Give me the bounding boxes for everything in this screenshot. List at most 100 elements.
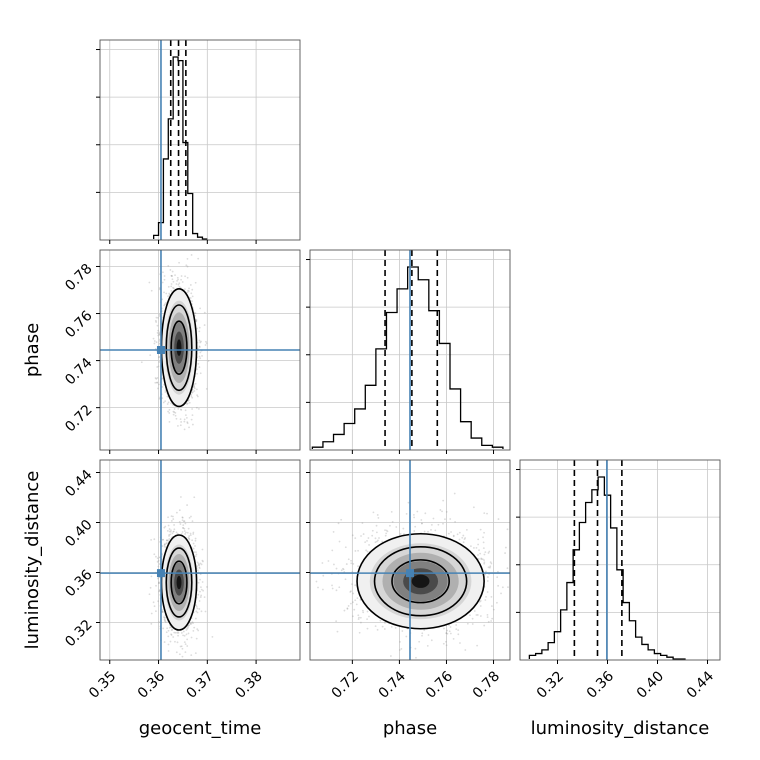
truth-marker	[156, 569, 165, 578]
scatter-point	[185, 531, 187, 534]
scatter-point	[161, 538, 164, 541]
scatter-point	[190, 393, 193, 396]
scatter-point	[187, 290, 190, 293]
scatter-point	[337, 522, 340, 525]
scatter-point	[181, 516, 184, 519]
scatter-point	[486, 591, 489, 593]
scatter-point	[178, 285, 181, 288]
scatter-point	[195, 605, 198, 608]
contour-1	[165, 547, 193, 618]
x-axis-label-luminosity_distance: luminosity_distance	[531, 718, 710, 739]
scatter-point	[487, 552, 490, 554]
scatter-point	[190, 254, 193, 256]
scatter-point	[157, 365, 160, 368]
scatter-point	[201, 559, 204, 562]
scatter-point	[195, 551, 197, 554]
scatter-point	[156, 381, 159, 384]
panel-frame	[99, 39, 301, 241]
scatter-point	[183, 418, 186, 421]
scatter-point	[157, 577, 159, 580]
scatter-point	[194, 545, 196, 547]
panel-plot-area	[310, 460, 510, 660]
scatter-point	[185, 416, 188, 419]
scatter-point	[462, 534, 465, 537]
panel-geocent_time-vs-phase: 0.720.740.760.78	[62, 249, 301, 454]
scatter-point	[488, 550, 491, 553]
scatter-point	[507, 586, 509, 589]
scatter-point	[172, 287, 175, 290]
scatter-point	[191, 423, 194, 426]
scatter-point	[407, 501, 410, 504]
scatter-point	[317, 586, 319, 589]
scatter-point	[177, 407, 180, 410]
scatter-point	[189, 297, 192, 299]
scatter-point	[163, 618, 166, 621]
scatter-point	[331, 549, 334, 552]
scatter-point	[187, 536, 190, 539]
scatter-point	[401, 630, 404, 632]
scatter-point	[179, 523, 182, 525]
scatter-point	[187, 624, 190, 627]
scatter-point	[184, 533, 187, 535]
scatter-point	[439, 509, 442, 511]
scatter-point	[158, 333, 161, 336]
scatter-point	[423, 629, 426, 631]
panel-phase	[306, 249, 511, 454]
scatter-point	[153, 342, 156, 345]
scatter-point	[415, 656, 417, 659]
scatter-point	[198, 564, 201, 566]
scatter-point	[200, 588, 203, 591]
contour-1	[165, 304, 193, 392]
scatter-point	[204, 340, 207, 343]
scatter-point	[157, 334, 160, 337]
scatter-point	[486, 616, 489, 619]
scatter-point	[166, 627, 169, 630]
panel-plot-area	[100, 250, 300, 450]
scatter-point	[442, 499, 445, 502]
scatter-point	[198, 567, 201, 570]
scatter-point	[166, 542, 168, 545]
scatter-point	[381, 540, 384, 543]
scatter-point	[191, 621, 194, 624]
scatter-point	[322, 588, 324, 591]
scatter-point	[352, 592, 355, 595]
scatter-point	[180, 278, 182, 281]
scatter-point	[191, 396, 194, 399]
scatter-point	[349, 602, 352, 605]
scatter-point	[421, 522, 423, 525]
scatter-point	[158, 361, 161, 363]
scatter-point	[458, 538, 461, 541]
scatter-point	[195, 553, 198, 556]
scatter-point	[199, 562, 202, 565]
scatter-point	[196, 368, 198, 371]
scatter-point	[402, 527, 405, 530]
scatter-point	[190, 654, 193, 657]
scatter-point	[193, 551, 196, 554]
scatter-point	[386, 530, 389, 533]
scatter-point	[354, 550, 357, 552]
density-level-5	[176, 575, 182, 590]
scatter-point	[483, 531, 485, 534]
scatter-point	[198, 600, 201, 602]
scatter-point	[189, 284, 192, 286]
scatter-point	[198, 345, 201, 348]
scatter-point	[168, 420, 171, 423]
scatter-point	[201, 355, 203, 357]
scatter-point	[437, 523, 440, 526]
scatter-point	[187, 399, 190, 402]
scatter-point	[346, 607, 349, 610]
scatter-point	[463, 538, 466, 541]
scatter-point	[196, 372, 199, 375]
density-level-5	[176, 339, 182, 356]
scatter-point	[163, 543, 166, 546]
scatter-point	[179, 645, 182, 648]
scatter-point	[198, 366, 201, 369]
scatter-point	[173, 524, 175, 526]
scatter-point	[198, 326, 201, 329]
scatter-point	[462, 541, 465, 544]
scatter-point	[192, 547, 195, 550]
scatter-point	[174, 631, 177, 634]
scatter-point	[191, 414, 194, 417]
scatter-point	[166, 539, 168, 542]
